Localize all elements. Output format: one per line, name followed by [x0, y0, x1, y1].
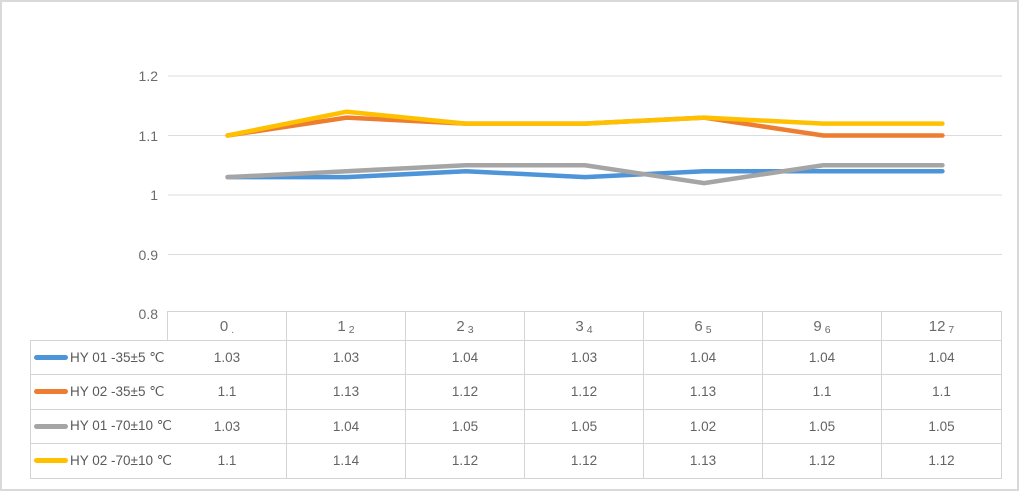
legend-item: HY 02 -35±5 ℃: [31, 375, 172, 410]
x-axis-category-label: 2: [456, 317, 465, 335]
chart-data-table: 0. 1 2 2 3 3 4 6 5 9 6 12 7 1.03 1.03 1.04 1.03 1.04 1.04 1…: [167, 311, 1002, 479]
x-axis-point-number: .: [231, 324, 235, 336]
x-axis-category-cell: 0.: [168, 312, 287, 341]
y-axis-tick-label: 1.2: [138, 68, 158, 84]
x-axis-point-number: 2: [348, 324, 355, 336]
y-axis-tick-label: 0.9: [138, 246, 158, 263]
x-axis-point-number: 7: [948, 324, 955, 336]
series-line-3: [225, 163, 945, 186]
y-axis-tick-label: 1: [150, 187, 158, 203]
x-axis-category-label: 9: [813, 317, 822, 335]
table-value-cell: 1.05: [525, 409, 644, 444]
legend-item: HY 01 -70±10 ℃: [31, 410, 172, 444]
table-value-cell: 1.13: [644, 443, 763, 478]
y-axis-tick-label: 1.1: [138, 127, 158, 144]
table-value-cell: 1.05: [763, 409, 882, 444]
x-axis-category-label: 6: [694, 317, 703, 335]
series-color-swatch: [34, 389, 68, 395]
series-color-swatch: [34, 355, 68, 361]
series-line-1: [225, 168, 945, 180]
table-value-cell: 1.04: [882, 341, 1001, 376]
table-value-cell: 1.12: [406, 443, 525, 478]
table-value-cell: 1.1: [168, 375, 287, 410]
table-value-cell: 1.1: [882, 375, 1001, 410]
table-value-cell: 1.13: [287, 375, 406, 410]
table-value-cell: 1.02: [644, 409, 763, 444]
table-value-cell: 1.1: [168, 443, 287, 478]
table-value-cell: 1.12: [763, 443, 882, 478]
x-axis-point-number: 5: [705, 324, 712, 336]
table-value-cell: 1.04: [644, 341, 763, 376]
table-value-cell: 1.03: [168, 409, 287, 444]
table-value-cell: 1.03: [525, 341, 644, 376]
series-color-swatch: [34, 458, 68, 464]
x-axis-category-cell: 12 7: [882, 312, 1001, 341]
table-value-cell: 1.12: [406, 375, 525, 410]
table-value-cell: 1.05: [882, 410, 1001, 444]
table-value-cell: 1.03: [287, 341, 406, 376]
series-name-label: HY 02 -35±5 ℃: [70, 383, 165, 399]
table-value-cell: 1.14: [287, 443, 406, 478]
x-axis-category-label: 3: [575, 317, 584, 335]
x-axis-point-number: 4: [586, 324, 593, 336]
x-axis-category-label: 1: [337, 317, 346, 335]
table-value-cell: 1.05: [406, 409, 525, 444]
series-line-4: [225, 109, 945, 138]
table-value-cell: 1.12: [525, 443, 644, 478]
line-chart-plot-area: [168, 75, 1002, 255]
table-value-cell: 1.1: [763, 375, 882, 410]
y-axis-tick-label: 0.8: [138, 306, 158, 322]
table-value-cell: 1.04: [287, 409, 406, 444]
x-axis-category-label: 0: [219, 317, 229, 335]
table-value-cell: 1.12: [525, 375, 644, 410]
table-value-cell: 1.12: [928, 453, 955, 469]
x-axis-point-number: 3: [467, 324, 474, 336]
series-line-2: [225, 115, 945, 138]
series-name-label: HY 01 -35±5 ℃: [70, 349, 165, 365]
table-value-cell: 1.04: [763, 341, 882, 376]
x-axis-point-number: 6: [824, 324, 831, 336]
series-color-swatch: [34, 423, 68, 429]
table-value-cell: 1.13: [644, 375, 763, 410]
legend-item: HY 02 -70±10 ℃: [31, 444, 172, 478]
table-value-cell: 1.03: [168, 341, 287, 376]
x-axis-category-label: 12: [928, 317, 946, 335]
table-value-cell: 1.04: [406, 341, 525, 376]
series-name-label: HY 01 -70±10 ℃: [70, 418, 172, 434]
chart-legend: HY 01 -35±5 ℃ HY 02 -35±5 ℃ HY 01 -70±10 ℃…: [30, 340, 172, 479]
legend-item: HY 01 -35±5 ℃: [31, 341, 172, 376]
series-name-label: HY 02 -70±10 ℃: [70, 452, 172, 468]
